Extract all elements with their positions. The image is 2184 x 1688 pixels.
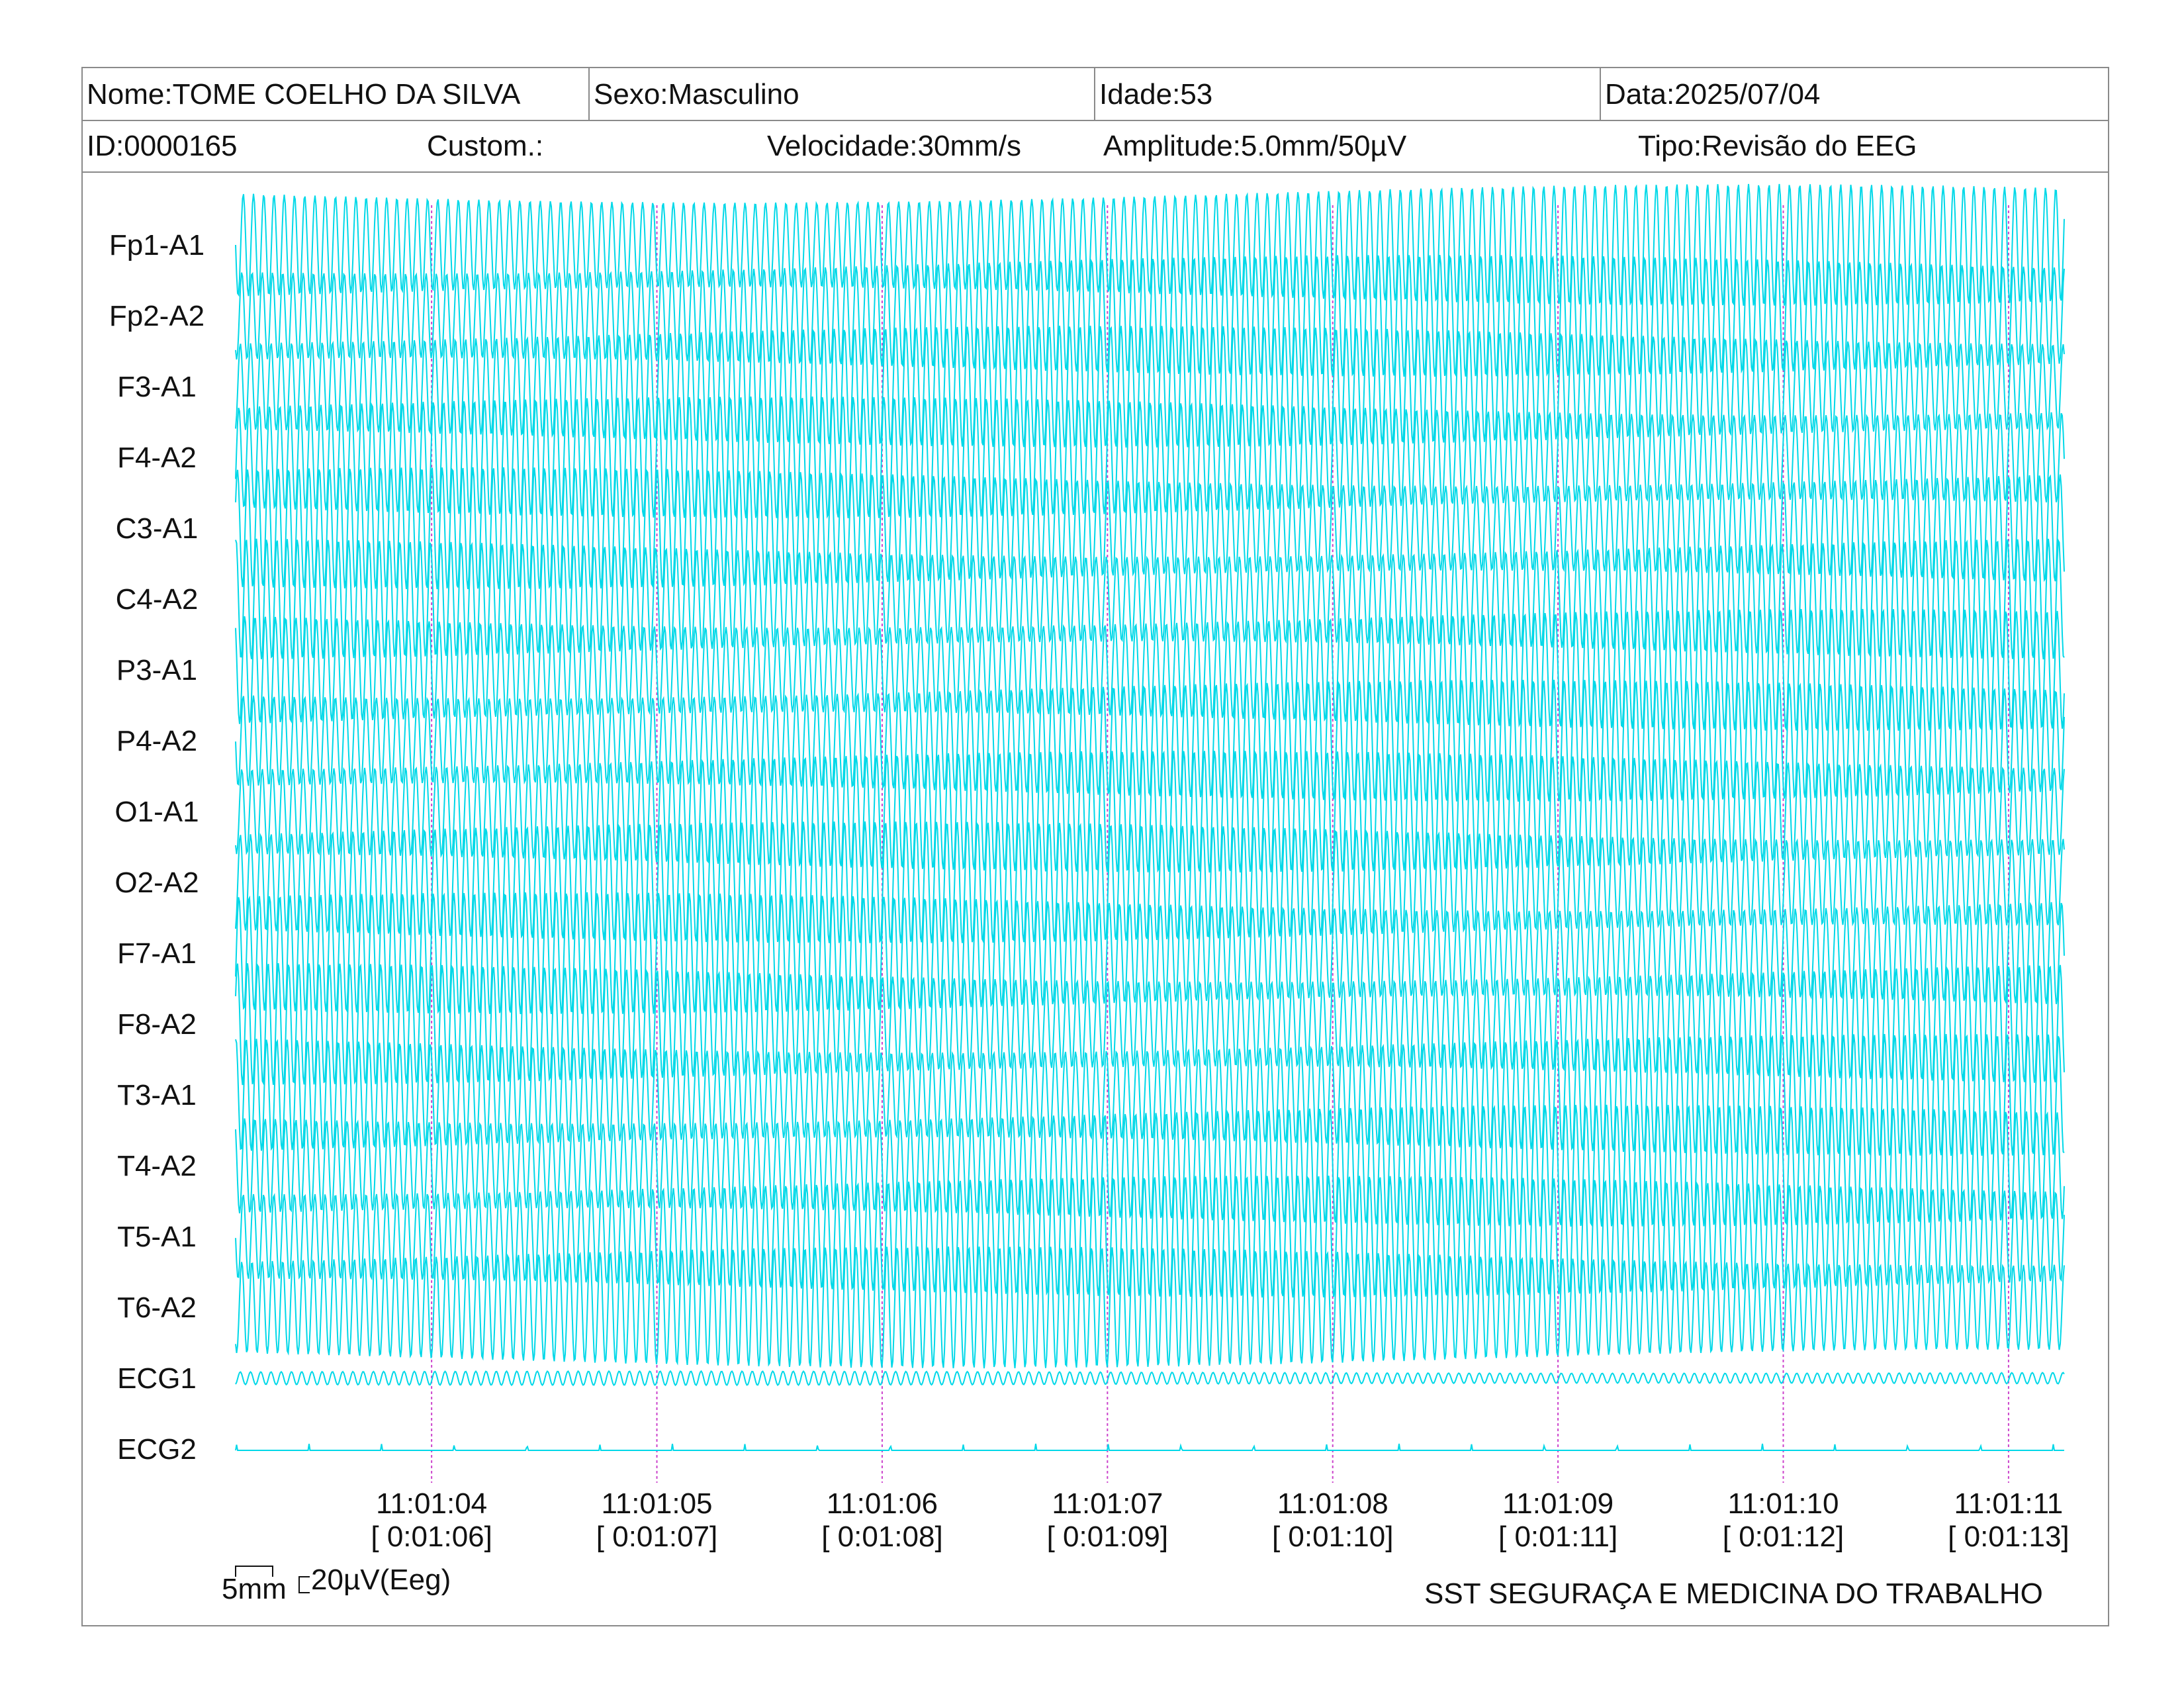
patient-age: Idade:53 (1094, 68, 1600, 120)
institution-name: SST SEGURAÇA E MEDICINA DO TRABALHO (1424, 1577, 2043, 1610)
exam-date: Data:2025/07/04 (1600, 68, 2108, 120)
exam-type: Tipo:Revisão do EEG (1638, 130, 1917, 162)
channel-trace (235, 538, 2065, 660)
patient-name: Nome:TOME COELHO DA SILVA (87, 78, 521, 111)
channel-trace (235, 608, 2065, 731)
time-tick-label: 11:01:06 (827, 1487, 938, 1520)
time-scale-label: 5mm (222, 1573, 287, 1605)
custom-field: Custom.: (427, 130, 544, 162)
channel-trace (235, 1033, 2065, 1156)
patient-id: ID:0000165 (87, 130, 238, 162)
channel-label: O1-A1 (114, 796, 199, 828)
channel-label: T4-A2 (117, 1150, 197, 1182)
elapsed-tick-label: [ 0:01:11] (1498, 1521, 1617, 1553)
channel-trace (235, 750, 2065, 873)
channel-trace (235, 325, 2065, 448)
elapsed-tick-label: [ 0:01:12] (1723, 1521, 1844, 1553)
channel-trace (235, 962, 2065, 1086)
channel-label: F7-A1 (117, 937, 197, 970)
exam-info-row: ID:0000165 Custom.: Velocidade:30mm/s Am… (83, 121, 2108, 173)
amplitude-setting: Amplitude:5.0mm/50µV (1103, 130, 1407, 162)
amplitude-scale-label: 20µV(Eeg) (311, 1564, 451, 1596)
time-tick-label: 11:01:10 (1727, 1487, 1839, 1520)
time-tick-label: 11:01:07 (1052, 1487, 1163, 1520)
channel-trace (235, 1246, 2065, 1369)
channel-trace (235, 1104, 2065, 1227)
time-scale-bar (235, 1566, 273, 1577)
channel-label: F4-A2 (117, 442, 197, 474)
channel-label: F3-A1 (117, 371, 197, 403)
time-tick-label: 11:01:05 (602, 1487, 713, 1520)
time-tick-label: 11:01:04 (376, 1487, 487, 1520)
patient-sex: Sexo:Masculino (588, 68, 1094, 120)
channel-label: T6-A2 (117, 1291, 197, 1324)
patient-info-row: Nome:TOME COELHO DA SILVA Sexo:Masculino… (83, 68, 2108, 121)
channel-trace (235, 821, 2065, 944)
elapsed-tick-label: [ 0:01:09] (1047, 1521, 1168, 1553)
elapsed-tick-label: [ 0:01:10] (1272, 1521, 1393, 1553)
elapsed-tick-label: [ 0:01:08] (821, 1521, 942, 1553)
channel-label: O2-A2 (114, 867, 199, 899)
channel-label: P3-A1 (116, 654, 197, 686)
channel-label: F8-A2 (117, 1008, 197, 1041)
channel-trace (235, 183, 2065, 306)
time-tick-label: 11:01:08 (1277, 1487, 1388, 1520)
elapsed-tick-label: [ 0:01:07] (596, 1521, 717, 1553)
channel-trace (235, 892, 2065, 1015)
channel-trace (235, 254, 2065, 377)
time-tick-label: 11:01:09 (1502, 1487, 1614, 1520)
channel-label: Fp2-A2 (109, 300, 205, 332)
channel-label: ECG1 (117, 1362, 197, 1395)
channel-trace (235, 679, 2065, 802)
elapsed-tick-label: [ 0:01:06] (371, 1521, 492, 1553)
channel-trace (235, 1175, 2065, 1298)
channel-label: P4-A2 (116, 725, 197, 757)
channel-trace (235, 396, 2065, 519)
channel-trace (235, 1370, 2065, 1387)
channel-label: Fp1-A1 (109, 229, 205, 261)
report-frame: Nome:TOME COELHO DA SILVA Sexo:Masculino… (81, 67, 2109, 1626)
channel-trace (235, 1443, 2064, 1451)
channel-label: C4-A2 (116, 583, 199, 616)
channel-label: C3-A1 (116, 512, 199, 545)
amplitude-scale-bar (298, 1576, 310, 1593)
speed-setting: Velocidade:30mm/s (767, 130, 1021, 162)
channel-label: ECG2 (117, 1433, 197, 1466)
channel-trace (235, 467, 2065, 590)
channel-label: T3-A1 (117, 1079, 197, 1111)
time-tick-label: 11:01:11 (1954, 1487, 2064, 1520)
elapsed-tick-label: [ 0:01:13] (1948, 1521, 2069, 1553)
channel-label: T5-A1 (117, 1221, 197, 1253)
